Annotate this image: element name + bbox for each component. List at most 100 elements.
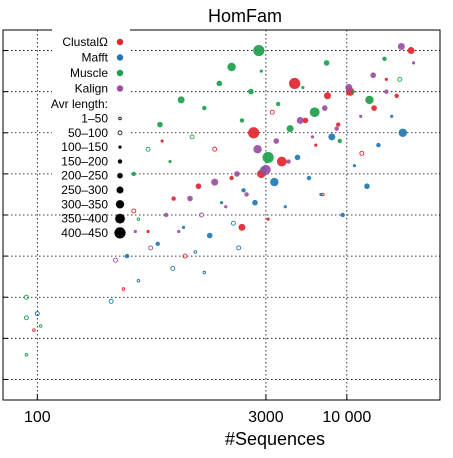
legend-size-label: 300–350 <box>61 197 108 211</box>
data-point <box>34 311 40 317</box>
legend-size-label: 150–200 <box>61 154 108 168</box>
data-point <box>351 90 355 94</box>
legend-size-marker <box>115 200 125 209</box>
data-point <box>182 253 188 259</box>
legend-marker <box>116 54 124 61</box>
legend-marker <box>116 69 124 77</box>
x-axis: 100 3000 10 000 <box>3 50 371 426</box>
data-point <box>266 217 270 221</box>
legend-size-marker <box>116 186 124 194</box>
data-point <box>253 44 265 57</box>
data-point <box>24 353 29 357</box>
data-point <box>163 212 169 218</box>
data-point <box>248 127 260 139</box>
data-point <box>170 265 176 271</box>
data-point <box>365 95 374 105</box>
legend-size-marker <box>117 130 123 136</box>
data-point <box>181 225 186 229</box>
data-point <box>168 159 172 164</box>
data-point <box>370 72 376 79</box>
data-point <box>309 107 320 118</box>
data-point <box>261 164 271 175</box>
data-point <box>286 159 291 164</box>
data-point <box>269 109 275 115</box>
data-point <box>384 77 388 81</box>
data-point <box>244 192 249 197</box>
legend-size-marker <box>118 145 122 149</box>
data-point <box>227 62 236 72</box>
data-point <box>206 232 213 239</box>
data-point <box>145 146 151 152</box>
data-point <box>187 195 193 202</box>
data-point <box>259 69 263 73</box>
data-point <box>302 117 309 124</box>
legend-size-label: 100–150 <box>61 140 108 154</box>
data-point <box>177 96 185 104</box>
data-point <box>314 143 318 147</box>
data-point <box>248 88 254 95</box>
data-point <box>336 122 341 127</box>
data-point <box>359 114 363 118</box>
data-point <box>23 315 29 321</box>
x-tick-label: 3000 <box>248 409 284 426</box>
data-point <box>230 220 236 226</box>
legend-size-label: 400–450 <box>61 226 108 240</box>
data-point <box>155 241 160 246</box>
series-mafft <box>34 114 408 317</box>
data-point <box>359 150 365 156</box>
data-point <box>148 245 154 251</box>
data-point <box>23 294 29 300</box>
data-point <box>397 42 405 50</box>
data-point <box>229 175 234 181</box>
data-point <box>177 229 181 234</box>
data-point <box>398 128 408 137</box>
data-point <box>252 199 258 206</box>
data-point <box>202 270 207 275</box>
legend-label: Mafft <box>82 51 109 65</box>
legend-size-marker <box>117 159 123 164</box>
data-point <box>310 135 315 139</box>
legend-size-title: Avr length: <box>51 97 108 111</box>
legend-label: Muscle <box>70 66 108 80</box>
data-point <box>131 208 137 214</box>
legend-size-label: 50–100 <box>68 126 108 140</box>
data-point <box>323 92 331 100</box>
x-tick-label: 10 000 <box>322 409 371 426</box>
legend-size-label: 200–250 <box>61 169 108 183</box>
legend-size-marker <box>114 227 126 239</box>
data-point <box>219 201 224 205</box>
data-point <box>286 125 294 133</box>
data-point <box>253 145 262 154</box>
data-point <box>345 84 353 92</box>
legend-marker <box>116 85 124 92</box>
data-point <box>38 324 43 328</box>
data-point <box>407 47 415 55</box>
data-point <box>328 133 336 141</box>
series-clustal- <box>32 47 415 332</box>
data-point <box>371 105 377 111</box>
data-point <box>390 114 394 118</box>
data-point <box>337 138 342 144</box>
data-point <box>171 196 176 201</box>
data-point <box>108 298 114 304</box>
data-point <box>306 175 312 181</box>
legend-size-marker <box>117 172 123 179</box>
data-point <box>321 105 328 111</box>
data-point <box>262 151 274 164</box>
data-point <box>273 138 280 144</box>
data-point <box>113 257 118 263</box>
legend-label: Kalign <box>75 82 108 96</box>
data-point <box>136 279 141 283</box>
data-point <box>301 85 305 90</box>
data-point <box>294 154 301 161</box>
data-point <box>276 156 287 167</box>
data-point <box>121 287 126 291</box>
data-point <box>323 60 330 66</box>
data-point <box>283 205 287 209</box>
legend-size-label: 250–300 <box>61 183 108 197</box>
data-point <box>238 223 246 231</box>
data-point <box>131 171 136 177</box>
data-point <box>382 56 387 61</box>
